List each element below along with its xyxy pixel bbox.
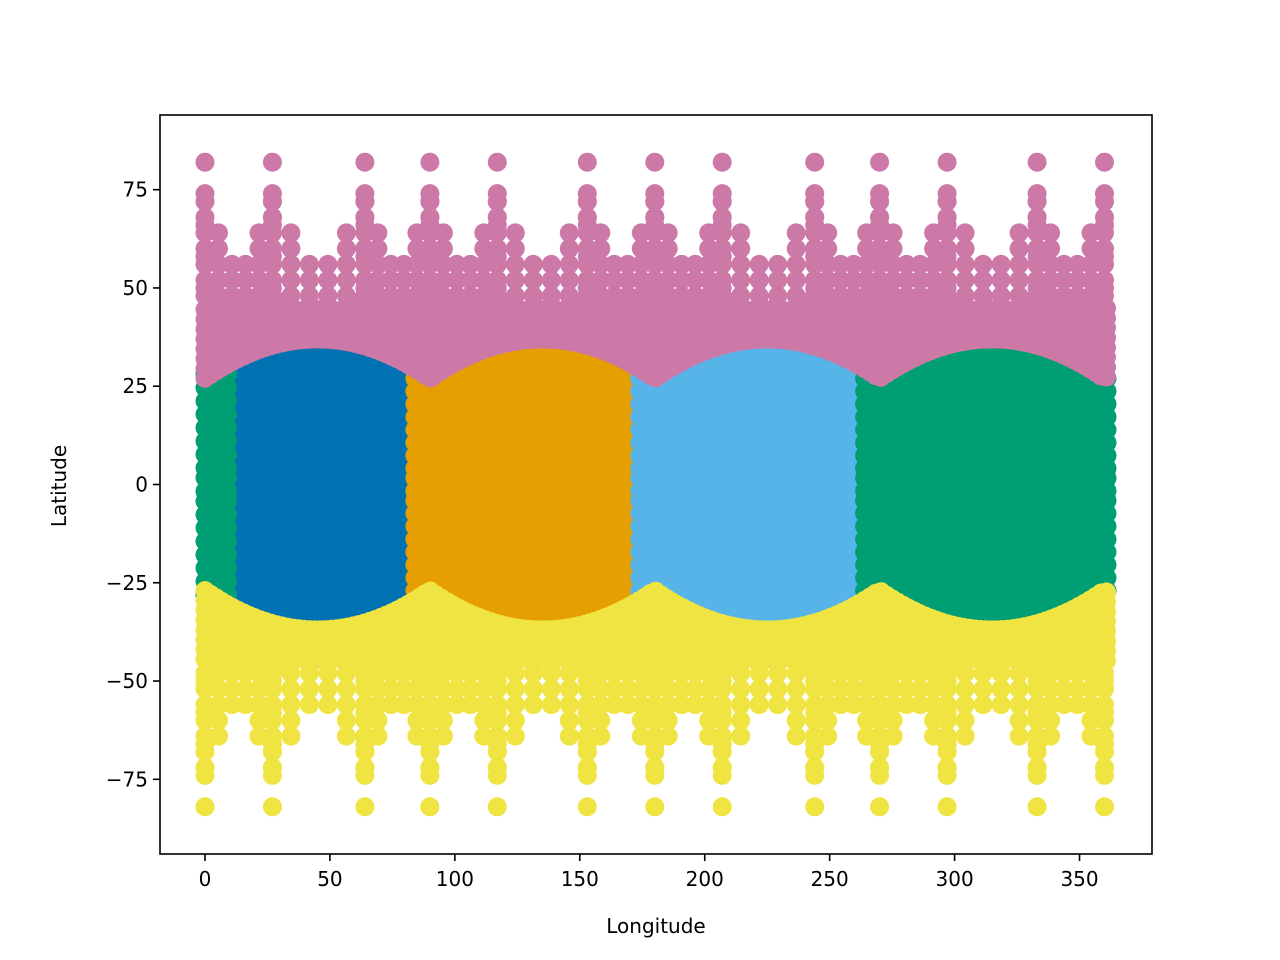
scatter-point-s4-3853 bbox=[262, 152, 282, 172]
scatter-point-s4-3890 bbox=[870, 247, 890, 266]
scatter-point-s4-3874 bbox=[645, 278, 665, 298]
scatter-point-s5-4845 bbox=[299, 695, 319, 715]
scatter-point-s4-3859 bbox=[420, 278, 440, 298]
scatter-point-s4-3626 bbox=[559, 223, 579, 243]
scatter-point-s4-3850 bbox=[262, 247, 282, 266]
scatter-point-s5-4935 bbox=[523, 695, 543, 715]
scatter-point-s5-4938 bbox=[541, 695, 561, 715]
scatter-point-s4-3863 bbox=[420, 152, 440, 172]
scatter-point-s5-4853 bbox=[336, 726, 356, 746]
scatter-point-s4-3795 bbox=[955, 223, 975, 243]
scatter-point-s4-3875 bbox=[645, 247, 665, 266]
scatter-point-s4-3708 bbox=[749, 254, 769, 274]
scatter-point-s4-3893 bbox=[870, 152, 890, 172]
scatter-point-s4-3852 bbox=[262, 184, 282, 204]
scatter-point-s4-3897 bbox=[937, 184, 957, 204]
scatter-point-s4-3798 bbox=[973, 254, 993, 274]
scatter-point-s4-3848 bbox=[195, 152, 215, 172]
scatter-point-s4-3889 bbox=[870, 278, 890, 298]
scatter-point-s4-3861 bbox=[420, 215, 440, 235]
scatter-point-s5-4848 bbox=[318, 695, 338, 715]
scatter-point-s4-3885 bbox=[805, 247, 825, 266]
scatter-point-s4-3615 bbox=[505, 223, 525, 243]
scatter-point-s4-3901 bbox=[1027, 215, 1047, 235]
scatter-point-s4-3528 bbox=[299, 254, 319, 274]
scatter-point-s4-3891 bbox=[870, 215, 890, 235]
scatter-point-s4-3711 bbox=[768, 254, 788, 274]
scatter-point-s4-3887 bbox=[805, 184, 825, 204]
scatter-point-s4-3902 bbox=[1027, 184, 1047, 204]
scatter-point-s4-3867 bbox=[487, 184, 507, 204]
scatter-point-s4-3880 bbox=[712, 247, 732, 266]
scatter-point-s4-3531 bbox=[318, 254, 338, 274]
scatter-point-s4-3896 bbox=[937, 215, 957, 235]
scatter-point-s4-3846 bbox=[195, 215, 215, 235]
scatter-point-s4-3860 bbox=[420, 247, 440, 266]
scatter-point-s4-3851 bbox=[262, 215, 282, 235]
scatter-point-s4-3847 bbox=[195, 184, 215, 204]
scatter-point-s4-3878 bbox=[645, 152, 665, 172]
scatter-point-s4-3895 bbox=[937, 247, 957, 266]
scatter-point-s4-3849 bbox=[262, 278, 282, 298]
points-layer bbox=[195, 152, 1117, 817]
scatter-point-s4-3884 bbox=[805, 278, 825, 298]
scatter-point-s4-3868 bbox=[487, 152, 507, 172]
scatter-point-s4-3716 bbox=[786, 223, 806, 243]
scatter-point-s4-3621 bbox=[541, 254, 561, 274]
scatter-point-s5-4842 bbox=[281, 726, 301, 746]
scatter-point-s4-3894 bbox=[937, 278, 957, 298]
scatter-point-s4-3801 bbox=[991, 254, 1011, 274]
scatter-point-s4-3877 bbox=[645, 184, 665, 204]
scatter-point-s4-3898 bbox=[937, 152, 957, 172]
scatter-point-s5-4932 bbox=[505, 726, 525, 746]
scatter-point-s4-3856 bbox=[355, 215, 375, 235]
scatter-point-s4-3888 bbox=[805, 152, 825, 172]
scatter-point-s4-3881 bbox=[712, 215, 732, 235]
scatter-point-s4-3855 bbox=[355, 247, 375, 266]
scatter-point-s4-3866 bbox=[487, 215, 507, 235]
scatter-point-s4-3879 bbox=[712, 278, 732, 298]
scatter-point-s4-3873 bbox=[577, 152, 597, 172]
scatter-point-s4-3871 bbox=[577, 215, 597, 235]
scatter-point-s4-3705 bbox=[731, 223, 751, 243]
scatter-point-s4-3870 bbox=[577, 247, 597, 266]
scatter-point-s4-3886 bbox=[805, 215, 825, 235]
scatter-point-s4-3857 bbox=[355, 184, 375, 204]
scatter-point-s4-3844 bbox=[195, 278, 215, 298]
scatter-point-s4-3876 bbox=[645, 215, 665, 235]
scatter-point-s4-3899 bbox=[1027, 278, 1047, 298]
scatter-point-s4-3892 bbox=[870, 184, 890, 204]
scatter-point-s4-3869 bbox=[577, 278, 597, 298]
scatter-point-s4-3858 bbox=[355, 152, 375, 172]
scatter-point-s4-3525 bbox=[281, 223, 301, 243]
scatter-point-s4-3905 bbox=[1095, 247, 1114, 266]
scatter-point-s5-4943 bbox=[559, 726, 579, 746]
scatter-point-s4-3903 bbox=[1027, 152, 1047, 172]
scatter-point-s4-3906 bbox=[1095, 215, 1114, 235]
scatter-point-s4-3883 bbox=[712, 152, 732, 172]
scatter-point-s4-3865 bbox=[487, 247, 507, 266]
scatter-point-s4-3864 bbox=[487, 278, 507, 298]
scatter-point-s4-3872 bbox=[577, 184, 597, 204]
scatter-point-s4-3907 bbox=[1095, 184, 1114, 204]
scatter-point-s4-3806 bbox=[1009, 223, 1029, 243]
scatter-point-s4-3908 bbox=[1095, 152, 1114, 172]
scatter-point-s4-3854 bbox=[355, 278, 375, 298]
scatter-point-s4-3862 bbox=[420, 184, 440, 204]
scatter-point-s4-3904 bbox=[1095, 278, 1114, 298]
scatter-point-s4-3536 bbox=[336, 223, 356, 243]
scatter-point-s4-3900 bbox=[1027, 247, 1047, 266]
scatter-point-s4-3845 bbox=[195, 247, 215, 266]
scatter-point-s4-3618 bbox=[523, 254, 543, 274]
scatter-point-s4-3882 bbox=[712, 184, 732, 204]
